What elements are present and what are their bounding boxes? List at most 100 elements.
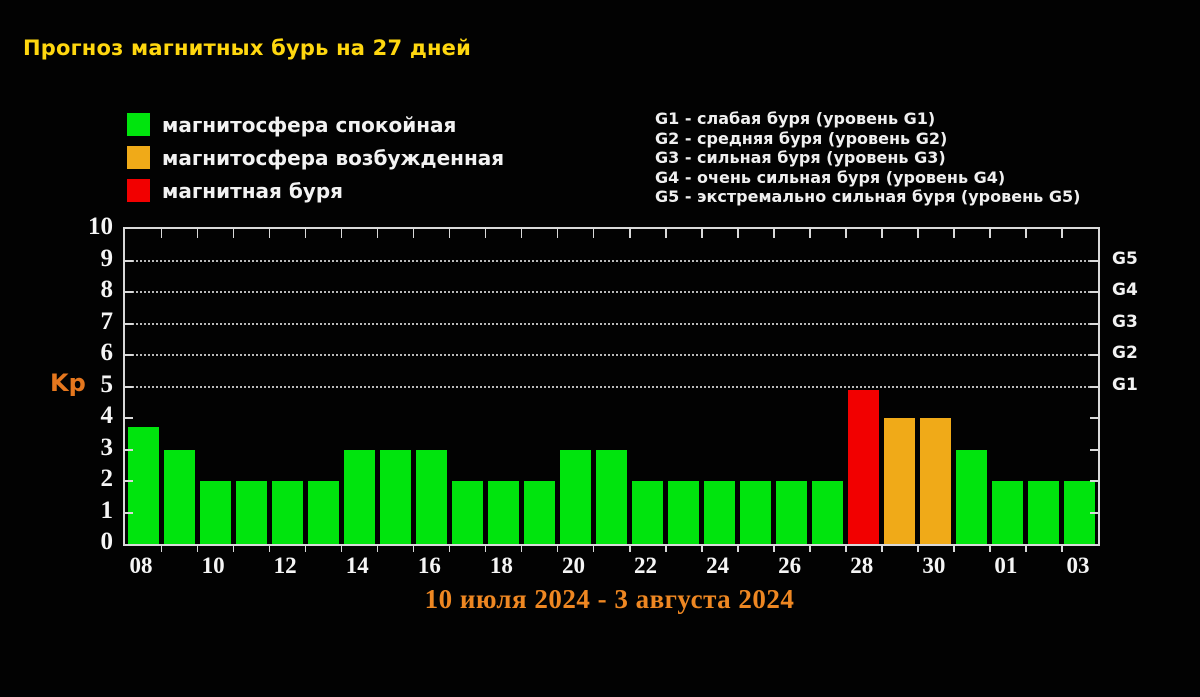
bottom-axis-tick	[412, 546, 415, 552]
y-axis-title: Kp	[50, 369, 86, 397]
top-axis-tick	[376, 229, 379, 238]
top-axis-tick	[1061, 229, 1063, 238]
date-range-caption: 10 июля 2024 - 3 августа 2024	[424, 584, 795, 614]
kp-bar-16	[415, 449, 447, 544]
kp-bar-21	[595, 449, 627, 544]
y-axis-label-5: 5	[100, 370, 114, 398]
x-axis-label-30: 30	[922, 553, 946, 578]
kp-bar-23	[668, 481, 700, 544]
x-axis-label-14: 14	[345, 553, 369, 578]
kp-bar-31	[956, 449, 988, 544]
kp-bar-18	[487, 481, 519, 544]
page-title: Прогноз магнитных бурь на 27 дней	[23, 36, 472, 60]
x-axis-label-18: 18	[489, 553, 513, 578]
x-axis-label-12: 12	[273, 553, 297, 578]
top-axis-tick	[989, 229, 991, 238]
storm-swatch	[127, 179, 150, 202]
g-legend-row-g3: G3 - сильная буря (уровень G3)	[655, 148, 946, 167]
bottom-axis-tick	[953, 546, 955, 552]
g-axis-label-g4: G4	[1112, 280, 1138, 300]
gridline-kp-9	[125, 259, 1098, 262]
y-axis-label-8: 8	[100, 276, 114, 303]
left-axis-tick	[125, 322, 133, 325]
left-axis-tick	[125, 448, 133, 451]
kp-bar-28	[848, 389, 880, 544]
legend-item-label: магнитосфера возбужденная	[162, 145, 505, 170]
right-axis-tick	[1090, 448, 1098, 451]
bottom-axis-tick	[376, 546, 379, 552]
right-axis-tick	[1090, 354, 1098, 356]
top-axis-tick	[340, 229, 343, 238]
kp-bar-17	[451, 481, 483, 544]
kp-bar-24	[704, 481, 736, 544]
kp-bar-08	[127, 427, 159, 544]
bottom-axis-tick	[160, 546, 163, 552]
kp-bar-02	[1028, 481, 1060, 544]
g-legend-row-g4: G4 - очень сильная буря (уровень G4)	[655, 167, 1006, 187]
bottom-axis-tick	[304, 546, 307, 552]
right-axis-tick	[1090, 322, 1098, 325]
x-axis-label-16: 16	[417, 553, 441, 578]
kp-bar-14	[343, 449, 375, 544]
bottom-axis-tick	[1025, 546, 1027, 552]
g-axis-label-g5: G5	[1112, 248, 1138, 269]
kp-bar-29	[884, 418, 916, 544]
g-axis-label-g2: G2	[1112, 343, 1138, 363]
y-axis-label-6: 6	[100, 339, 114, 366]
top-axis-tick	[665, 229, 667, 238]
top-axis-tick	[809, 229, 811, 238]
g-axis-label-g3: G3	[1112, 311, 1138, 332]
gridline-kp-6	[125, 354, 1098, 356]
top-axis-tick	[881, 229, 883, 238]
left-axis-tick	[125, 259, 133, 262]
bottom-axis-tick	[520, 546, 523, 552]
y-axis-label-0: 0	[100, 528, 114, 555]
bar-color-legend: магнитосфера спокойная магнитосфера возб…	[127, 108, 504, 207]
kp-bar-13	[307, 481, 339, 544]
left-axis-tick	[125, 291, 133, 293]
bottom-axis-tick	[773, 546, 775, 552]
x-axis-label-24: 24	[706, 553, 730, 578]
right-axis-tick	[1090, 291, 1098, 293]
bottom-axis-tick	[556, 546, 559, 552]
top-axis-tick	[737, 229, 739, 238]
bottom-axis-tick	[701, 546, 703, 552]
kp-bar-27	[812, 481, 844, 544]
kp-bar-22	[632, 481, 664, 544]
right-axis-tick	[1090, 511, 1098, 514]
legend-item-label: магнитосфера спокойная	[162, 112, 457, 137]
left-axis-tick	[125, 511, 133, 514]
kp-bar-20	[559, 449, 591, 544]
y-axis-label-3: 3	[100, 433, 114, 461]
bottom-axis-tick	[340, 546, 343, 552]
kp-bar-15	[379, 449, 411, 544]
legend-item-storm: магнитная буря	[127, 174, 504, 207]
top-axis-tick	[917, 229, 919, 238]
bottom-axis-tick	[881, 546, 883, 552]
top-axis-tick	[1025, 229, 1027, 238]
top-axis-tick	[232, 229, 235, 238]
top-axis-tick	[845, 229, 847, 238]
g-legend-row-g5: G5 - экстремально сильная буря (уровень …	[655, 187, 1081, 206]
legend-item-label: магнитная буря	[162, 178, 343, 203]
bottom-axis-tick	[629, 546, 631, 552]
y-axis-label-9: 9	[100, 244, 114, 272]
bottom-axis-tick	[809, 546, 811, 552]
excited-swatch	[127, 146, 150, 169]
kp-bar-10	[199, 481, 231, 544]
bottom-axis-tick	[484, 546, 487, 552]
x-axis-label-26: 26	[778, 553, 802, 578]
g-legend-row-g2: G2 - средняя буря (уровень G2)	[655, 128, 948, 148]
bottom-axis-tick	[917, 546, 919, 552]
top-axis-tick	[196, 229, 199, 238]
kp-bar-11	[235, 481, 267, 544]
top-axis-tick	[701, 229, 703, 238]
right-axis-tick	[1090, 417, 1098, 419]
top-axis-tick	[448, 229, 451, 238]
bottom-axis-tick	[268, 546, 271, 552]
left-axis-tick	[125, 480, 133, 482]
bottom-axis-tick	[592, 546, 595, 552]
top-axis-tick	[629, 229, 631, 238]
x-axis-label-10: 10	[201, 553, 225, 578]
kp-bar-09	[163, 449, 195, 544]
